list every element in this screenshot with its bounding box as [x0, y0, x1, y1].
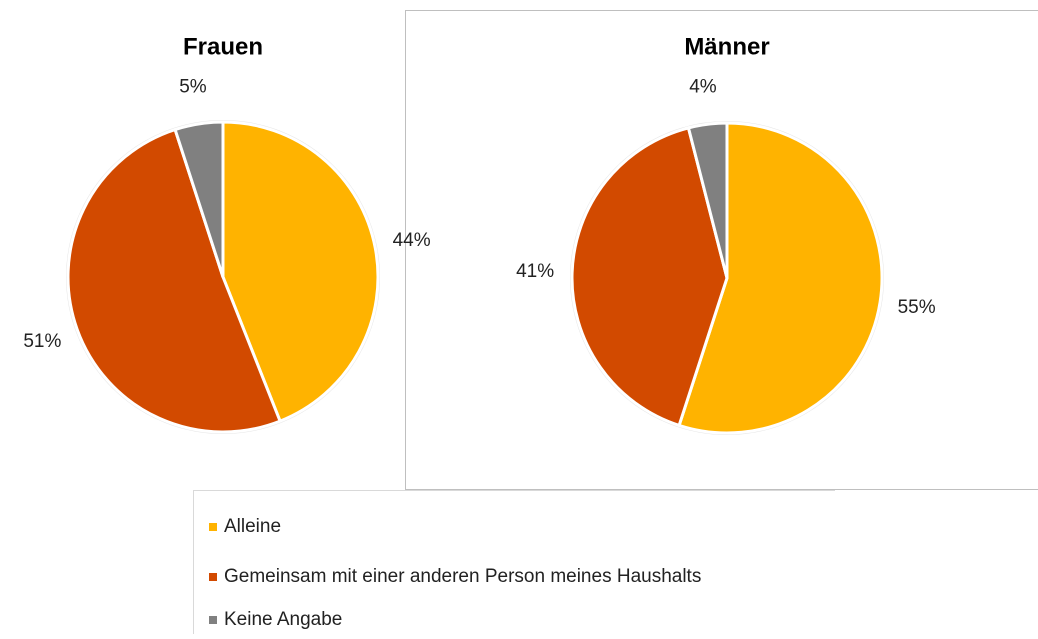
chart-title: Frauen	[183, 33, 263, 60]
legend-label: Keine Angabe	[224, 609, 342, 630]
legend-swatch	[209, 616, 217, 624]
data-label: 55%	[898, 297, 936, 318]
data-label: 51%	[23, 331, 61, 352]
data-label: 44%	[393, 230, 431, 251]
data-label: 4%	[689, 77, 717, 98]
data-label: 5%	[179, 76, 207, 97]
legend-label: Gemeinsam mit einer anderen Person meine…	[224, 566, 701, 587]
data-label: 41%	[516, 261, 554, 282]
legend-swatch	[209, 573, 217, 581]
legend-label: Alleine	[224, 516, 281, 537]
chart-title: Männer	[684, 33, 769, 60]
legend-swatch	[209, 523, 217, 531]
